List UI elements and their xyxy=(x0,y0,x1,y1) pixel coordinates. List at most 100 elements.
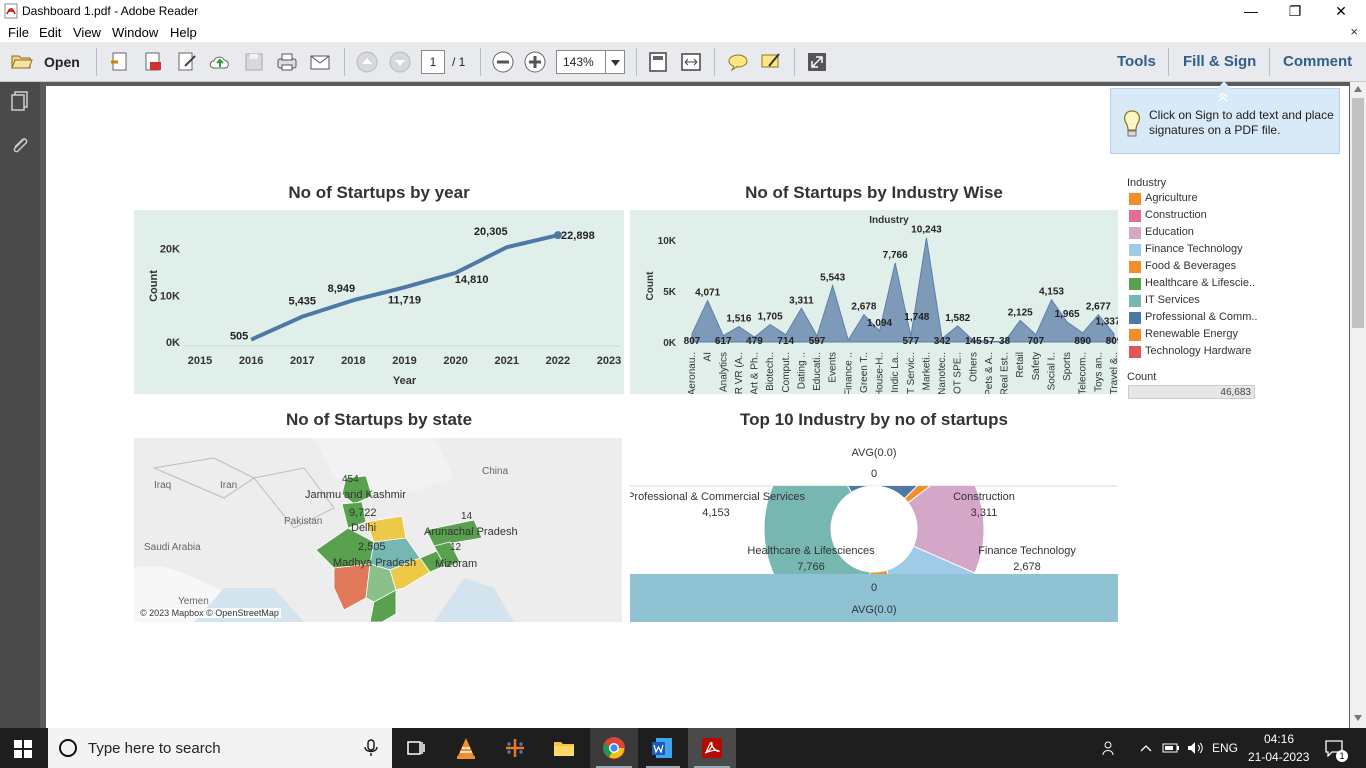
highlight-icon[interactable] xyxy=(759,50,783,74)
x-tick-label: Marketi.. xyxy=(921,352,932,390)
volume-icon[interactable] xyxy=(1186,740,1204,756)
toolbar-separator xyxy=(1269,48,1270,76)
toolbar: Open 1 / 1 143% Tools Fill & Sign Commen… xyxy=(0,42,1366,82)
x-tick-label: House-H.. xyxy=(875,352,886,394)
menu-help[interactable]: Help xyxy=(170,25,197,40)
data-label: 22,898 xyxy=(561,230,595,242)
create-pdf-icon[interactable] xyxy=(108,50,132,74)
count-legend-title: Count xyxy=(1127,371,1157,383)
notifications-icon[interactable] xyxy=(1324,739,1344,757)
map-label-madhya-pradesh: Madhya Pradesh xyxy=(333,557,417,569)
x-tick-label: 2022 xyxy=(546,355,570,367)
fill-sign-tab[interactable]: Fill & Sign xyxy=(1183,53,1257,70)
sign-tooltip: Click on Sign to add text and place sign… xyxy=(1110,81,1340,154)
data-label: 145 xyxy=(965,336,982,347)
folder-open-icon[interactable] xyxy=(10,50,34,74)
chrome-taskbar-slot[interactable] xyxy=(590,728,638,768)
fit-width-icon[interactable] xyxy=(679,50,703,74)
legend-swatch xyxy=(1129,295,1141,307)
data-label: 5,435 xyxy=(288,296,316,308)
language-indicator[interactable]: ENG xyxy=(1212,741,1239,755)
fit-page-icon[interactable] xyxy=(646,50,670,74)
top-axis-value: 0 xyxy=(871,468,877,480)
menu-view[interactable]: View xyxy=(73,25,101,40)
tools-tab[interactable]: Tools xyxy=(1117,53,1156,70)
y-tick-label: 20K xyxy=(160,244,180,256)
map-label-iran: Iran xyxy=(220,480,238,491)
x-tick-label: Comput.. xyxy=(781,352,792,393)
bottom-axis-label: AVG(0.0) xyxy=(851,604,896,616)
scroll-up-icon[interactable] xyxy=(1354,86,1362,92)
active-indicator xyxy=(646,766,680,768)
minimize-button[interactable]: — xyxy=(1244,3,1258,19)
map-count-mizoram: 12 xyxy=(450,542,462,553)
legend-label: IT Services xyxy=(1145,294,1200,306)
convert-pdf-icon[interactable] xyxy=(141,50,165,74)
x-tick-label: Toys an.. xyxy=(1093,352,1104,392)
tableau-icon[interactable] xyxy=(503,736,527,760)
print-icon[interactable] xyxy=(275,50,299,74)
taskbar-search-box[interactable]: Type here to search xyxy=(48,728,392,768)
previous-page-icon[interactable] xyxy=(355,50,379,74)
x-tick-label: Pets & A.. xyxy=(984,352,995,394)
data-label: 342 xyxy=(934,336,951,347)
zoom-out-icon[interactable] xyxy=(491,50,515,74)
edit-pdf-icon[interactable] xyxy=(175,50,199,74)
attachment-icon[interactable] xyxy=(9,134,31,156)
double-chevron-up-icon[interactable] xyxy=(1217,93,1229,101)
open-button[interactable]: Open xyxy=(44,54,80,70)
data-label: 4,071 xyxy=(695,288,720,299)
restore-button[interactable]: ❐ xyxy=(1288,3,1302,19)
close-button[interactable]: ✕ xyxy=(1335,3,1347,19)
year-line-chart: 0K 10K 20K 2015 2016 2017 2018 2019 2020 2021 2022… xyxy=(134,210,624,394)
show-hidden-icons-chevron[interactable] xyxy=(1140,744,1152,752)
page-thumbnails-icon[interactable] xyxy=(9,90,31,112)
data-label: 1,337 xyxy=(1095,316,1118,327)
data-label: 14,810 xyxy=(455,274,489,286)
comment-tab[interactable]: Comment xyxy=(1283,53,1353,70)
series-line xyxy=(250,233,559,342)
slice-name-label: Finance Technology xyxy=(978,545,1076,557)
email-icon[interactable] xyxy=(308,50,332,74)
clock-date[interactable]: 21-04-2023 xyxy=(1248,750,1310,764)
scroll-down-icon[interactable] xyxy=(1354,715,1362,721)
comment-icon[interactable] xyxy=(726,50,750,74)
slice-name-label: Healthcare & Lifesciences xyxy=(747,545,875,557)
map-credit: © 2023 Mapbox © OpenStreetMap xyxy=(138,608,281,618)
map-label-yemen: Yemen xyxy=(178,596,209,607)
people-icon[interactable] xyxy=(1102,740,1118,756)
x-tick-label: Retail xyxy=(1015,352,1026,378)
scrollbar-thumb[interactable] xyxy=(1352,98,1364,328)
windows-start-icon[interactable] xyxy=(14,740,32,758)
zoom-in-icon[interactable] xyxy=(523,50,547,74)
vertical-scrollbar[interactable] xyxy=(1350,82,1366,728)
chart-header: Industry xyxy=(869,215,909,226)
close-document-icon[interactable]: × xyxy=(1350,24,1358,39)
y-axis-label: Count xyxy=(645,271,656,301)
menu-edit[interactable]: Edit xyxy=(39,25,62,40)
battery-icon[interactable] xyxy=(1162,742,1180,754)
chevron-down-icon xyxy=(611,60,620,66)
cloud-upload-icon[interactable] xyxy=(208,50,232,74)
search-placeholder: Type here to search xyxy=(88,740,221,757)
slice-value-label: 7,766 xyxy=(797,561,825,573)
map-label-china: China xyxy=(482,466,509,477)
file-explorer-icon[interactable] xyxy=(552,736,576,760)
acrobat-taskbar-slot[interactable] xyxy=(688,728,736,768)
page-number-input[interactable]: 1 xyxy=(421,50,445,74)
word-taskbar-slot[interactable] xyxy=(640,728,686,768)
vlc-icon[interactable] xyxy=(454,736,478,760)
data-label: 1,094 xyxy=(867,318,892,329)
clock-time[interactable]: 04:16 xyxy=(1264,732,1295,746)
zoom-dropdown-button[interactable] xyxy=(605,50,625,74)
task-view-icon[interactable] xyxy=(404,736,428,760)
state-map[interactable]: Iraq Iran Pakistan Saudi Arabia Yemen Ch… xyxy=(134,438,622,622)
zoom-level-input[interactable]: 143% xyxy=(556,50,606,74)
fullscreen-icon[interactable] xyxy=(805,50,829,74)
microphone-icon[interactable] xyxy=(364,739,378,757)
data-label: 11,719 xyxy=(388,294,421,306)
menu-window[interactable]: Window xyxy=(112,25,159,40)
menu-file[interactable]: File xyxy=(8,25,29,40)
save-icon[interactable] xyxy=(242,50,266,74)
next-page-icon[interactable] xyxy=(388,50,412,74)
